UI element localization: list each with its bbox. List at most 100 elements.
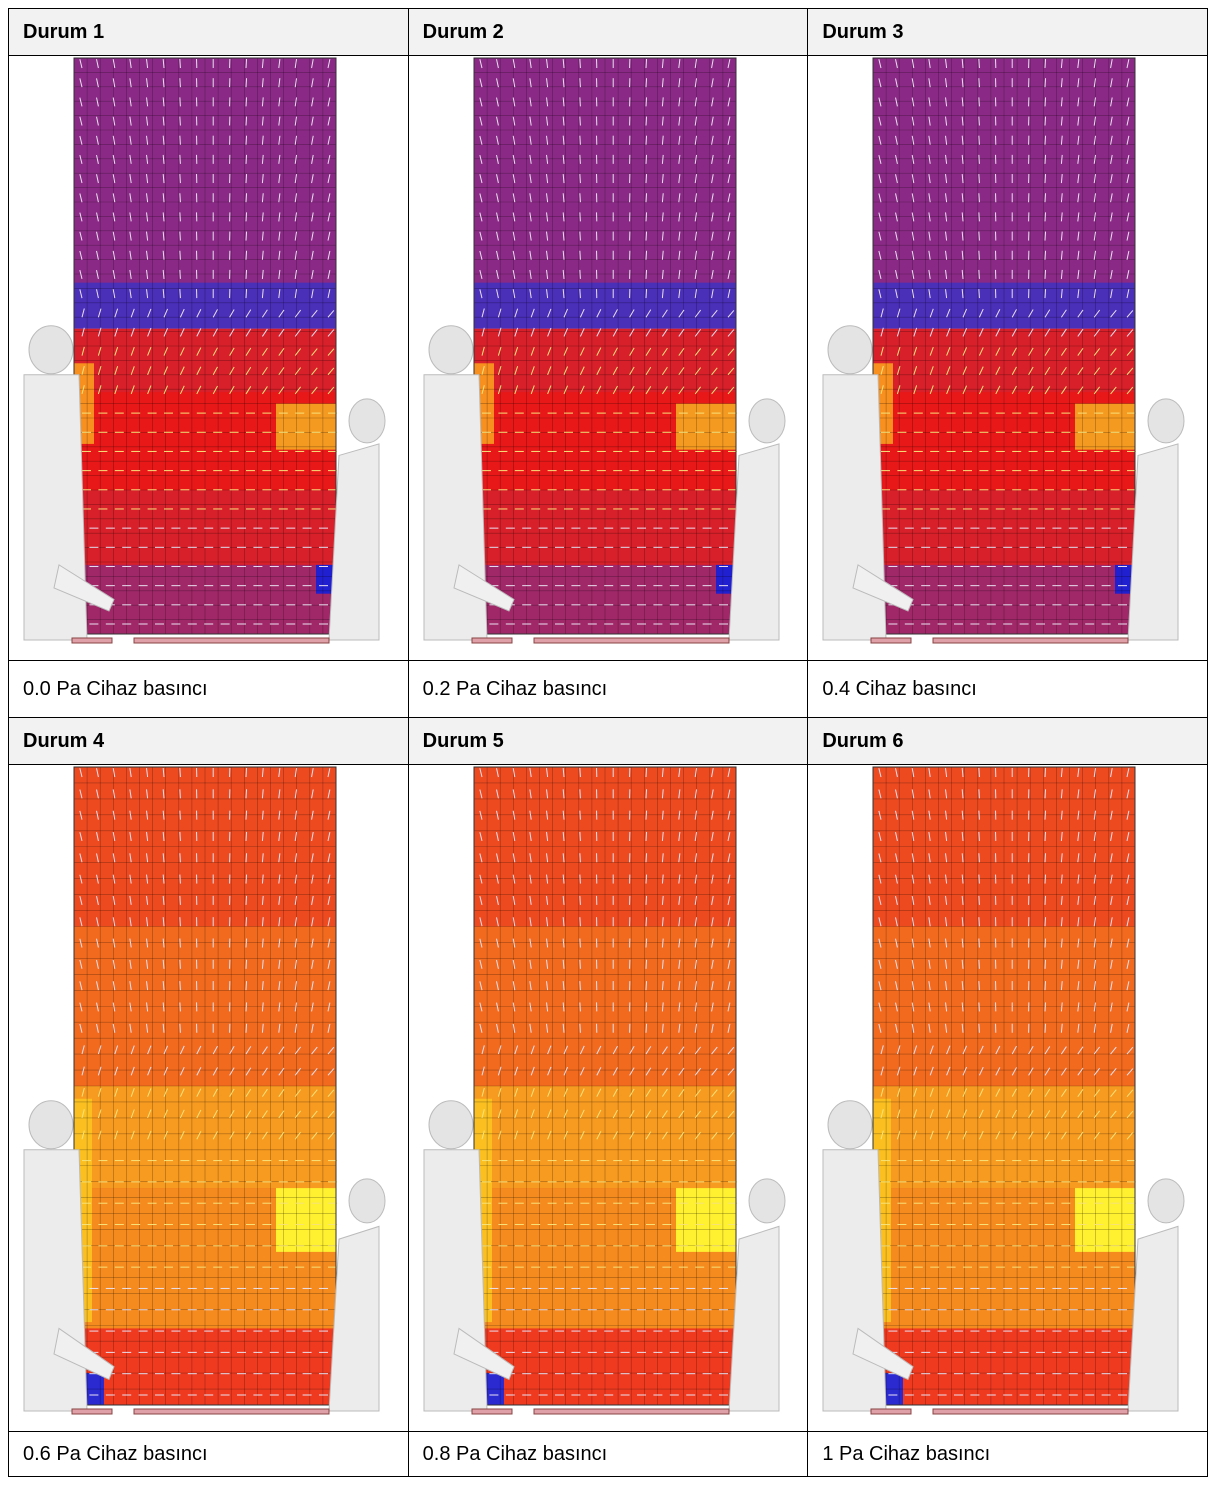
flow-arrow — [1045, 136, 1046, 145]
flow-arrow — [646, 896, 647, 905]
flow-arrow — [646, 1002, 647, 1011]
flow-arrow — [646, 193, 647, 202]
flow-arrow — [246, 896, 247, 905]
simulation-figure — [808, 56, 1207, 660]
flow-arrow — [180, 97, 181, 106]
flow-arrow — [979, 832, 980, 841]
inlet — [871, 1409, 911, 1414]
simulation-image — [408, 765, 808, 1432]
flow-arrow — [180, 232, 181, 241]
cell-caption: 0.4 Cihaz basıncı — [808, 661, 1208, 718]
flow-arrow — [979, 896, 980, 905]
flow-arrow — [1045, 960, 1046, 969]
flow-arrow — [580, 251, 581, 260]
flow-arrow — [646, 938, 647, 947]
flow-arrow — [580, 59, 581, 68]
flow-arrow — [246, 768, 247, 777]
flow-arrow — [180, 136, 181, 145]
flow-arrow — [979, 853, 980, 862]
flow-arrow — [246, 960, 247, 969]
flow-arrow — [979, 97, 980, 106]
flow-arrow — [180, 1024, 181, 1033]
flow-arrow — [1045, 1002, 1046, 1011]
simulation-image — [808, 765, 1208, 1432]
flow-arrow — [580, 193, 581, 202]
person-body — [424, 375, 487, 640]
flow-arrow — [180, 768, 181, 777]
flow-arrow — [246, 251, 247, 260]
flow-arrow — [979, 1002, 980, 1011]
flow-arrow — [1045, 97, 1046, 106]
flow-arrow — [246, 811, 247, 820]
flow-arrow — [979, 289, 980, 298]
flow-arrow — [979, 270, 980, 279]
results-table: Durum 1 Durum 2 Durum 3 0.0 Pa Cihaz bas… — [8, 8, 1208, 1477]
flow-arrow — [646, 117, 647, 126]
flow-arrow — [1045, 811, 1046, 820]
flow-arrow — [646, 960, 647, 969]
flow-arrow — [580, 78, 581, 87]
outlet — [933, 1409, 1128, 1414]
flow-arrow — [1045, 1024, 1046, 1033]
person-body — [24, 375, 87, 640]
flow-arrow — [246, 1024, 247, 1033]
flow-arrow — [979, 136, 980, 145]
flow-arrow — [180, 193, 181, 202]
flow-arrow — [246, 155, 247, 164]
flow-arrow — [180, 212, 181, 221]
cell-caption: 0.0 Pa Cihaz basıncı — [9, 661, 409, 718]
flow-arrow — [180, 59, 181, 68]
simulation-figure — [9, 56, 408, 660]
flow-arrow — [1045, 174, 1046, 183]
flow-arrow — [646, 97, 647, 106]
flow-arrow — [1045, 232, 1046, 241]
flow-arrow — [646, 832, 647, 841]
flow-arrow — [1045, 938, 1046, 947]
flow-arrow — [580, 938, 581, 947]
flow-arrow — [180, 896, 181, 905]
person-body — [24, 1150, 87, 1411]
flow-arrow — [1045, 117, 1046, 126]
flow-arrow — [580, 117, 581, 126]
flow-arrow — [646, 174, 647, 183]
flow-arrow — [1045, 832, 1046, 841]
flow-arrow — [979, 938, 980, 947]
flow-arrow — [180, 960, 181, 969]
flow-arrow — [246, 832, 247, 841]
flow-arrow — [180, 117, 181, 126]
flow-arrow — [1045, 917, 1046, 926]
flow-arrow — [1045, 981, 1046, 990]
person-head — [828, 326, 872, 374]
flow-arrow — [979, 960, 980, 969]
flow-zone — [676, 404, 736, 450]
flow-arrow — [580, 875, 581, 884]
person-body — [823, 1150, 886, 1411]
flow-arrow — [979, 1024, 980, 1033]
flow-arrow — [246, 97, 247, 106]
flow-arrow — [646, 270, 647, 279]
flow-arrow — [1045, 78, 1046, 87]
cell-caption: 0.6 Pa Cihaz basıncı — [9, 1432, 409, 1477]
person-head — [29, 326, 73, 374]
flow-arrow — [246, 193, 247, 202]
flow-arrow — [979, 981, 980, 990]
flow-arrow — [646, 853, 647, 862]
flow-arrow — [246, 789, 247, 798]
flow-arrow — [646, 59, 647, 68]
flow-arrow — [646, 232, 647, 241]
inlet — [472, 638, 512, 643]
flow-arrow — [580, 232, 581, 241]
flow-arrow — [979, 117, 980, 126]
flow-arrow — [246, 938, 247, 947]
flow-arrow — [246, 117, 247, 126]
flow-arrow — [979, 174, 980, 183]
flow-arrow — [1045, 896, 1046, 905]
flow-arrow — [246, 917, 247, 926]
flow-arrow — [246, 270, 247, 279]
flow-arrow — [580, 981, 581, 990]
flow-arrow — [646, 917, 647, 926]
flow-arrow — [580, 832, 581, 841]
person-head — [1148, 399, 1184, 443]
cell-title: Durum 3 — [808, 9, 1208, 56]
person-head — [349, 399, 385, 443]
